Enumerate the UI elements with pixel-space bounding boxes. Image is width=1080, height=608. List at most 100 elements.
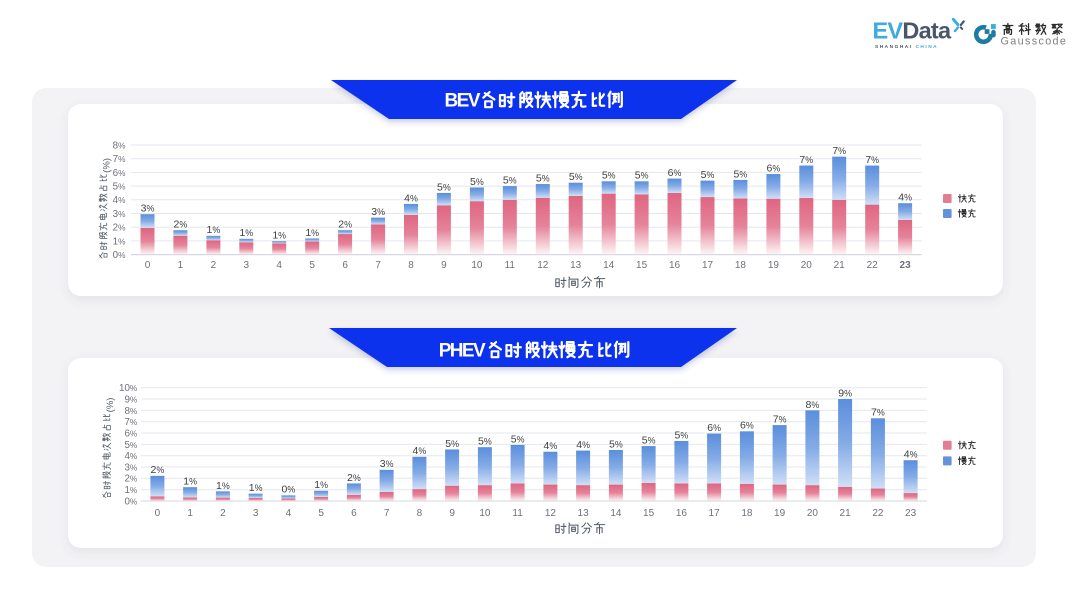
svg-text:0%: 0% bbox=[124, 496, 137, 507]
svg-text:7%: 7% bbox=[832, 145, 846, 157]
svg-text:5%: 5% bbox=[642, 434, 656, 446]
svg-text:20: 20 bbox=[807, 508, 819, 519]
svg-text:11: 11 bbox=[512, 508, 523, 519]
svg-text:3%: 3% bbox=[113, 209, 126, 220]
svg-text:10: 10 bbox=[471, 260, 483, 271]
svg-text:0: 0 bbox=[155, 508, 161, 519]
svg-text:10%: 10% bbox=[119, 383, 138, 394]
svg-text:5%: 5% bbox=[503, 175, 517, 187]
svg-text:4: 4 bbox=[276, 260, 282, 271]
svg-text:3%: 3% bbox=[380, 458, 394, 470]
svg-text:1%: 1% bbox=[249, 482, 263, 494]
svg-text:(%): (%) bbox=[102, 158, 113, 173]
svg-text:6: 6 bbox=[342, 260, 348, 271]
svg-text:4%: 4% bbox=[898, 192, 912, 204]
svg-text:7%: 7% bbox=[865, 154, 879, 166]
svg-text:4%: 4% bbox=[904, 449, 918, 461]
svg-text:5%: 5% bbox=[470, 176, 484, 188]
svg-text:5%: 5% bbox=[536, 172, 550, 184]
svg-text:4%: 4% bbox=[113, 195, 126, 206]
svg-text:8: 8 bbox=[408, 260, 414, 271]
svg-text:BEV: BEV bbox=[445, 91, 481, 112]
svg-text:1%: 1% bbox=[113, 236, 126, 247]
svg-text:12: 12 bbox=[537, 260, 549, 271]
svg-text:6%: 6% bbox=[668, 167, 682, 179]
svg-text:13: 13 bbox=[570, 260, 582, 271]
svg-text:5%: 5% bbox=[113, 182, 126, 193]
svg-text:9: 9 bbox=[441, 260, 447, 271]
svg-text:2%: 2% bbox=[124, 474, 137, 485]
svg-text:4: 4 bbox=[286, 508, 292, 519]
svg-text:8%: 8% bbox=[124, 406, 137, 417]
svg-text:5: 5 bbox=[318, 508, 324, 519]
svg-text:13: 13 bbox=[578, 508, 590, 519]
svg-text:19: 19 bbox=[774, 508, 786, 519]
svg-text:3: 3 bbox=[244, 260, 250, 271]
svg-text:1%: 1% bbox=[305, 227, 319, 239]
svg-text:3%: 3% bbox=[371, 206, 385, 218]
svg-text:7: 7 bbox=[375, 260, 381, 271]
svg-text:3: 3 bbox=[253, 508, 259, 519]
svg-text:18: 18 bbox=[735, 260, 747, 271]
svg-text:1%: 1% bbox=[314, 479, 328, 491]
svg-text:1%: 1% bbox=[183, 476, 197, 488]
svg-text:SHANGHAI CHINA: SHANGHAI CHINA bbox=[875, 44, 938, 50]
svg-text:7%: 7% bbox=[113, 154, 126, 165]
svg-text:12: 12 bbox=[545, 508, 557, 519]
svg-text:20: 20 bbox=[801, 260, 813, 271]
svg-text:1: 1 bbox=[187, 508, 193, 519]
svg-text:(%): (%) bbox=[105, 398, 116, 413]
svg-text:PHEV: PHEV bbox=[439, 340, 486, 361]
svg-text:5%: 5% bbox=[478, 436, 492, 448]
svg-text:10: 10 bbox=[479, 508, 491, 519]
svg-text:5%: 5% bbox=[635, 170, 649, 182]
svg-text:2%: 2% bbox=[347, 472, 361, 484]
svg-text:23: 23 bbox=[905, 508, 917, 519]
svg-text:18: 18 bbox=[741, 508, 753, 519]
svg-text:5%: 5% bbox=[609, 438, 623, 450]
svg-text:4%: 4% bbox=[413, 445, 427, 457]
svg-text:5%: 5% bbox=[602, 170, 616, 182]
svg-text:2: 2 bbox=[220, 508, 226, 519]
svg-text:2: 2 bbox=[211, 260, 217, 271]
svg-text:5: 5 bbox=[309, 260, 315, 271]
svg-text:5%: 5% bbox=[675, 429, 689, 441]
svg-text:1: 1 bbox=[178, 260, 184, 271]
svg-text:4%: 4% bbox=[404, 192, 418, 204]
svg-text:4%: 4% bbox=[576, 439, 590, 451]
svg-text:15: 15 bbox=[636, 260, 648, 271]
svg-text:2%: 2% bbox=[338, 219, 352, 231]
svg-text:6%: 6% bbox=[767, 162, 781, 174]
svg-text:3%: 3% bbox=[141, 203, 155, 215]
svg-text:0: 0 bbox=[145, 260, 151, 271]
svg-text:6%: 6% bbox=[124, 428, 137, 439]
svg-text:2%: 2% bbox=[174, 219, 188, 231]
svg-text:6%: 6% bbox=[113, 168, 126, 179]
svg-text:1%: 1% bbox=[124, 485, 137, 496]
svg-text:1%: 1% bbox=[207, 224, 221, 236]
svg-text:19: 19 bbox=[768, 260, 780, 271]
svg-text:8%: 8% bbox=[113, 140, 126, 151]
svg-text:9%: 9% bbox=[124, 394, 137, 405]
svg-text:7%: 7% bbox=[773, 414, 787, 426]
svg-text:3%: 3% bbox=[124, 462, 137, 473]
svg-text:22: 22 bbox=[867, 260, 879, 271]
svg-text:5%: 5% bbox=[445, 438, 459, 450]
svg-text:2%: 2% bbox=[113, 223, 126, 234]
svg-text:1%: 1% bbox=[216, 480, 230, 492]
svg-text:1%: 1% bbox=[272, 230, 286, 242]
svg-text:5%: 5% bbox=[569, 171, 583, 183]
svg-text:6%: 6% bbox=[707, 422, 721, 434]
svg-text:14: 14 bbox=[610, 508, 622, 519]
svg-text:7: 7 bbox=[384, 508, 390, 519]
svg-text:16: 16 bbox=[669, 260, 681, 271]
svg-text:21: 21 bbox=[834, 260, 846, 271]
svg-text:7%: 7% bbox=[799, 154, 813, 166]
svg-text:9%: 9% bbox=[838, 387, 852, 399]
svg-text:4%: 4% bbox=[544, 440, 558, 452]
svg-text:5%: 5% bbox=[511, 433, 525, 445]
svg-text:0%: 0% bbox=[282, 484, 296, 496]
svg-text:23: 23 bbox=[900, 260, 912, 271]
svg-text:Gausscode: Gausscode bbox=[1001, 36, 1068, 48]
svg-text:6: 6 bbox=[351, 508, 357, 519]
